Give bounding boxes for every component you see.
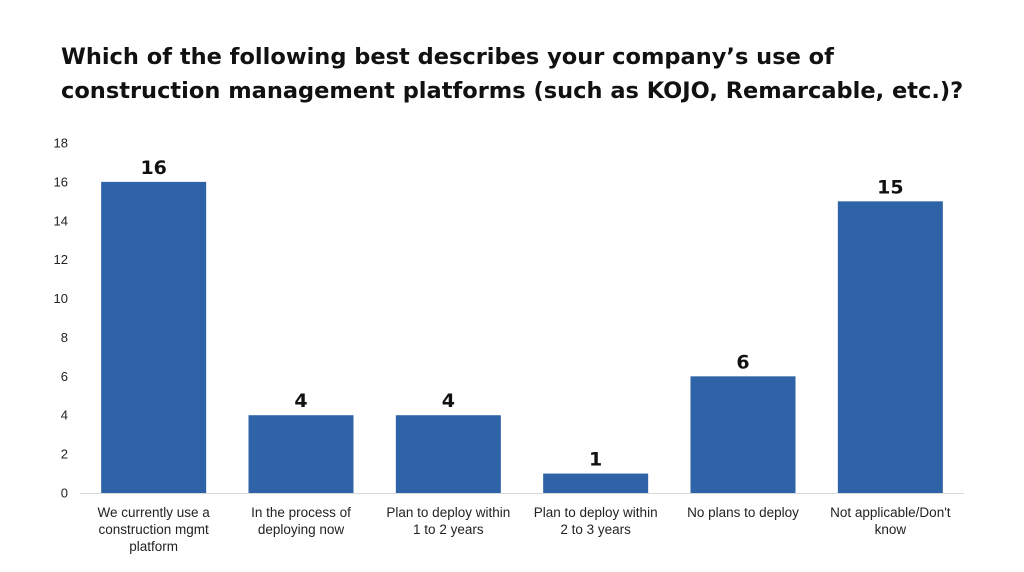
bar <box>543 473 649 493</box>
data-label: 4 <box>294 390 307 412</box>
y-tick-label: 6 <box>61 369 68 384</box>
y-tick-label: 10 <box>54 291 68 306</box>
data-label: 15 <box>877 176 903 198</box>
category-label-line: No plans to deploy <box>687 505 799 520</box>
data-label: 4 <box>442 390 455 412</box>
category-label-line: platform <box>129 539 178 554</box>
category-label-line: We currently use a <box>98 505 211 520</box>
bar <box>101 181 207 493</box>
y-tick-label: 2 <box>61 447 68 462</box>
category-label: Plan to deploy within 1 to 2 years <box>386 505 510 537</box>
category-label-line: 2 to 3 years <box>560 522 631 537</box>
y-tick-label: 12 <box>54 252 68 267</box>
y-axis-ticks: 0 2 4 6 8 10 12 14 16 18 <box>54 136 68 501</box>
bar <box>248 415 354 493</box>
category-label: In the process of deploying now <box>251 505 351 537</box>
y-tick-label: 18 <box>54 136 68 151</box>
chart-title-line-1: Which of the following best describes yo… <box>61 44 834 70</box>
chart-title: Which of the following best describes yo… <box>61 40 1001 108</box>
y-tick-label: 0 <box>61 486 68 501</box>
category-label-line: Not applicable/Don't <box>830 505 951 520</box>
bars <box>101 181 943 494</box>
category-label: No plans to deploy <box>687 505 799 520</box>
bar <box>837 201 943 494</box>
y-tick-label: 4 <box>61 408 68 423</box>
y-tick-label: 14 <box>54 213 68 228</box>
category-label: Plan to deploy within 2 to 3 years <box>534 505 658 537</box>
category-label-line: Plan to deploy within <box>386 505 510 520</box>
category-label-line: 1 to 2 years <box>413 522 484 537</box>
bar <box>395 415 501 493</box>
data-label: 16 <box>140 157 166 179</box>
bar <box>690 376 796 493</box>
category-label-line: Plan to deploy within <box>534 505 658 520</box>
x-axis-categories: We currently use a construction mgmt platf… <box>98 505 951 554</box>
category-label-line: deploying now <box>258 522 345 537</box>
data-label: 1 <box>589 449 602 471</box>
category-label-line: In the process of <box>251 505 351 520</box>
data-label: 6 <box>736 351 749 373</box>
category-label-line: know <box>875 522 907 537</box>
y-tick-label: 16 <box>54 174 68 189</box>
y-tick-label: 8 <box>61 330 68 345</box>
category-label-line: construction mgmt <box>99 522 210 537</box>
category-label: We currently use a construction mgmt platf… <box>98 505 211 554</box>
chart-title-line-2: construction management platforms (such … <box>61 78 964 104</box>
category-label: Not applicable/Don't know <box>830 505 951 537</box>
